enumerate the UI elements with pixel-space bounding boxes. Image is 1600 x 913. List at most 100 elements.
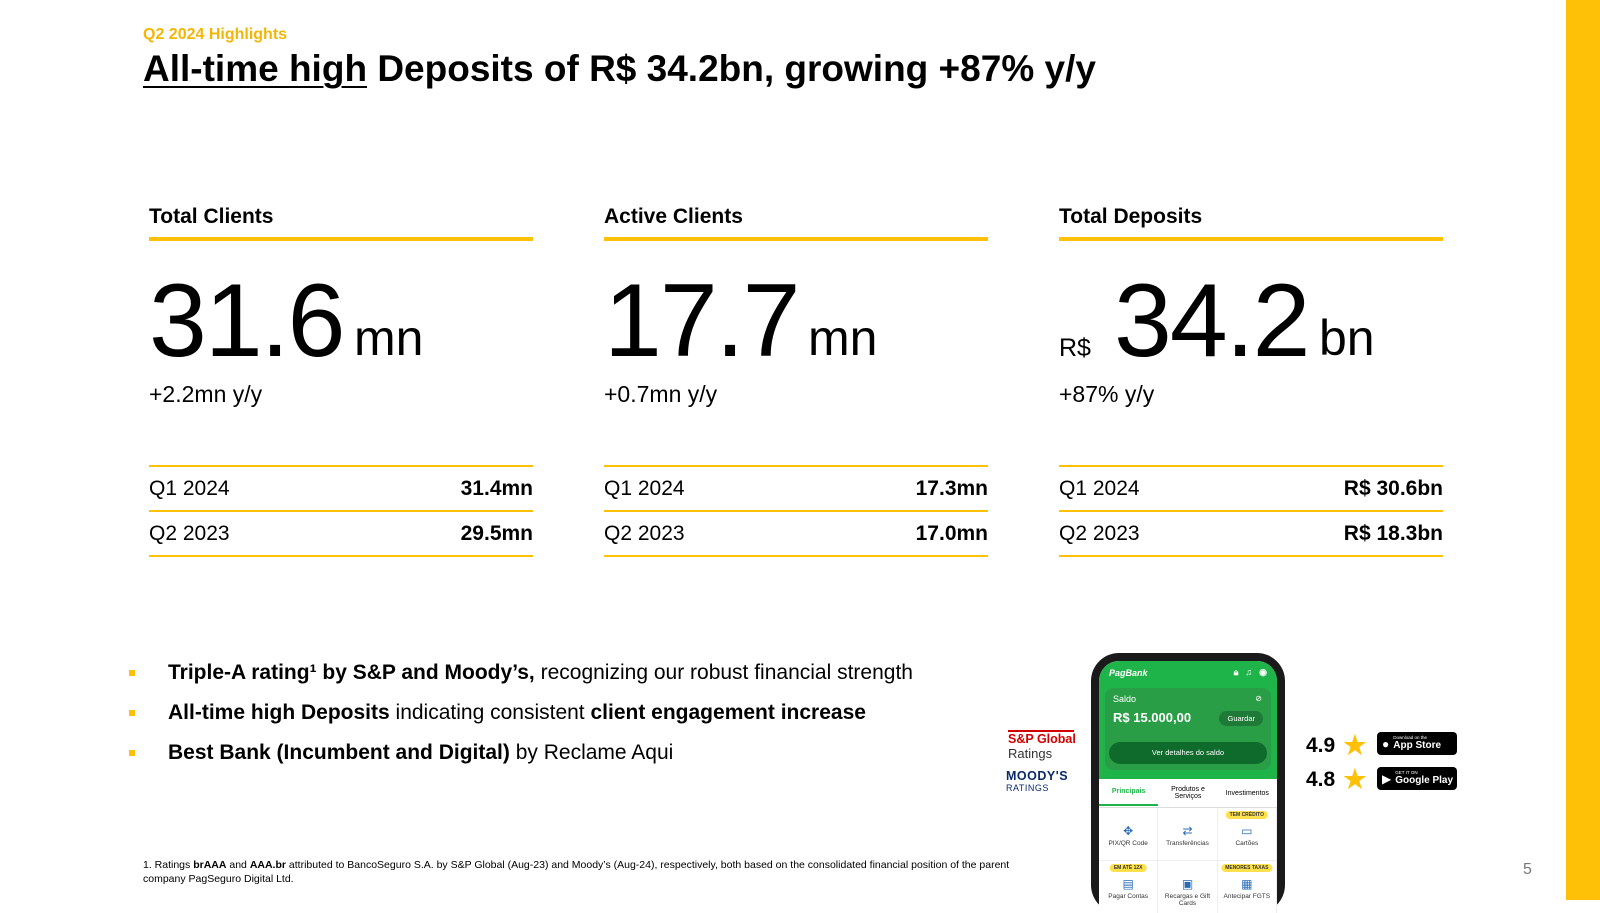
tab-investimentos: Investimentos <box>1225 789 1269 797</box>
kpi-currency-prefix: R$ <box>1059 334 1091 362</box>
footnote-text: 1. Ratings <box>143 859 194 871</box>
right-accent-bar <box>1566 0 1600 900</box>
kpi-value-block: 17.7 mn <box>604 261 988 381</box>
kpi-rule <box>604 237 988 241</box>
footnote-bold: AAA.br <box>249 859 286 871</box>
tab-principais: Principais <box>1099 780 1159 806</box>
table-row: Q2 2023 R$ 18.3bn <box>1059 512 1443 557</box>
shortcut-recargas: ▣ Recargas e Gift Cards <box>1158 861 1218 913</box>
kpi-rule <box>149 237 533 241</box>
shortcut-transferencias: ⇄ Transferências <box>1158 808 1218 861</box>
transfer-icon: ⇄ <box>1182 824 1193 838</box>
row-period: Q2 2023 <box>604 521 685 545</box>
shortcut-label: Cartões <box>1235 840 1259 847</box>
lock-icon: 🔒︎ <box>1233 667 1239 677</box>
row-value: 31.4mn <box>460 476 533 500</box>
kpi-value-block: R$ 34.2 bn <box>1059 261 1443 381</box>
table-row: Q2 2023 17.0mn <box>604 512 988 557</box>
sp-logo-name: S&P Global <box>1008 732 1076 746</box>
footnote: 1. Ratings brAAA and AAA.br attributed t… <box>143 858 1013 886</box>
kpi-unit: mn <box>808 310 878 366</box>
google-play-icon: ▶ <box>1382 771 1392 786</box>
row-period: Q1 2024 <box>1059 476 1140 500</box>
pix-icon: ✥ <box>1123 824 1134 838</box>
google-play-badge: ▶ GET IT ON Google Play <box>1377 767 1457 790</box>
app-bar-icons: 🔒︎ ♫ ◉ <box>1234 667 1267 678</box>
kpi-growth: +2.2mn y/y <box>149 381 263 407</box>
list-item: Best Bank (Incumbent and Digital) by Rec… <box>128 741 913 781</box>
row-value: 29.5mn <box>460 521 533 545</box>
phone-mockup: PagBank 🔒︎ ♫ ◉ Saldo ⊘ R$ 15.000,00 Guar… <box>1091 653 1285 913</box>
kpi-growth: +87% y/y <box>1059 381 1155 407</box>
row-value: 17.0mn <box>915 521 988 545</box>
shortcut-label: Antecipar FGTS <box>1223 893 1271 900</box>
footnote-text: and <box>226 859 250 871</box>
app-store-badge: ● Download on the App Store <box>1377 732 1457 755</box>
page-title: All-time high Deposits of R$ 34.2bn, gro… <box>143 48 1096 90</box>
shortcut-label: PIX/QR Code <box>1108 840 1148 847</box>
google-play-rating: 4.8 ★ <box>1306 764 1367 795</box>
rating-score: 4.8 <box>1306 767 1336 791</box>
row-value: 17.3mn <box>915 476 988 500</box>
kpi-heading: Total Clients <box>149 205 274 228</box>
row-period: Q2 2023 <box>149 521 230 545</box>
moodys-logo-name: MOODY'S <box>1006 769 1069 783</box>
app-store-rating: 4.9 ★ <box>1306 730 1367 761</box>
shortcut-fgts: MENORES TAXAS ▦ Antecipar FGTS <box>1218 861 1277 913</box>
bell-icon: ♫ <box>1245 667 1253 677</box>
app-name: PagBank <box>1109 667 1148 678</box>
row-value: R$ 18.3bn <box>1343 521 1443 545</box>
bullet-bold: Best Bank (Incumbent and Digital) <box>168 741 510 764</box>
sp-global-logo: S&P Global Ratings <box>1008 730 1076 761</box>
kpi-value: 17.7 <box>604 263 800 379</box>
list-item: Triple-A rating¹ by S&P and Moody’s, rec… <box>128 661 913 701</box>
app-bar: PagBank 🔒︎ ♫ ◉ <box>1099 661 1277 678</box>
title-underlined-text: All-time high <box>143 48 368 89</box>
bullet-bold: All-time high Deposits <box>168 701 390 724</box>
star-icon: ★ <box>1343 730 1367 760</box>
badge-text: Download on the App Store <box>1393 736 1441 751</box>
badge-main: App Store <box>1393 739 1442 751</box>
title-rest-text: Deposits of R$ 34.2bn, growing +87% y/y <box>367 48 1096 89</box>
footnote-bold: brAAA <box>193 859 227 871</box>
calendar-icon: ▦ <box>1241 877 1253 891</box>
table-row: Q1 2024 R$ 30.6bn <box>1059 467 1443 512</box>
kpi-value-block: 31.6 mn <box>149 261 533 381</box>
kpi-total-clients: Total Clients 31.6 mn +2.2mn y/y Q1 2024… <box>149 205 533 557</box>
kpi-comparison-table: Q1 2024 17.3mn Q2 2023 17.0mn <box>604 465 988 557</box>
phone-screen: PagBank 🔒︎ ♫ ◉ Saldo ⊘ R$ 15.000,00 Guar… <box>1099 661 1277 913</box>
kpi-heading: Total Deposits <box>1059 205 1203 228</box>
eyebrow-label: Q2 2024 Highlights <box>143 26 288 43</box>
moodys-logo: MOODY'S RATINGS <box>1006 769 1068 793</box>
shortcut-label: Transferências <box>1166 840 1209 847</box>
hide-balance-icon: ⊘ <box>1255 694 1262 703</box>
shortcut-label: Pagar Contas <box>1108 893 1149 900</box>
bullet-bold: Triple-A rating¹ by S&P and Moody’s, <box>168 661 535 684</box>
row-period: Q1 2024 <box>149 476 230 500</box>
row-period: Q2 2023 <box>1059 521 1140 545</box>
tab-produtos: Produtos e Serviços <box>1171 786 1205 800</box>
table-row: Q1 2024 17.3mn <box>604 467 988 512</box>
highlights-list: Triple-A rating¹ by S&P and Moody’s, rec… <box>128 661 913 781</box>
bullet-text: indicating consistent <box>389 701 591 724</box>
badge-text: GET IT ON Google Play <box>1395 771 1453 786</box>
kpi-value: 34.2 <box>1114 263 1310 379</box>
shortcut-pix: ✥ PIX/QR Code <box>1099 808 1159 861</box>
balance-card: Saldo ⊘ R$ 15.000,00 Guardar Ver detalhe… <box>1105 688 1271 770</box>
profile-icon: ◉ <box>1259 667 1267 677</box>
row-value: R$ 30.6bn <box>1343 476 1443 500</box>
page-number: 5 <box>1523 861 1532 878</box>
shortcut-tag: MENORES TAXAS <box>1221 864 1273 872</box>
badge-main: Google Play <box>1395 774 1454 786</box>
badge-small: GET IT ON <box>1395 770 1418 776</box>
card-icon: ▭ <box>1241 824 1253 838</box>
badge-small: Download on the <box>1393 735 1428 741</box>
kpi-comparison-table: Q1 2024 31.4mn Q2 2023 29.5mn <box>149 465 533 557</box>
balance-amount: R$ 15.000,00 <box>1113 710 1192 725</box>
app-shortcuts-grid: ✥ PIX/QR Code ⇄ Transferências TEM CRÉDITO… <box>1099 808 1277 913</box>
shortcut-tag: EM ATÉ 12X <box>1109 864 1147 872</box>
kpi-growth: +0.7mn y/y <box>604 381 718 407</box>
kpi-heading: Active Clients <box>604 205 743 228</box>
balance-details-button: Ver detalhes do saldo <box>1109 742 1267 764</box>
shortcut-tag: TEM CRÉDITO <box>1225 811 1268 819</box>
